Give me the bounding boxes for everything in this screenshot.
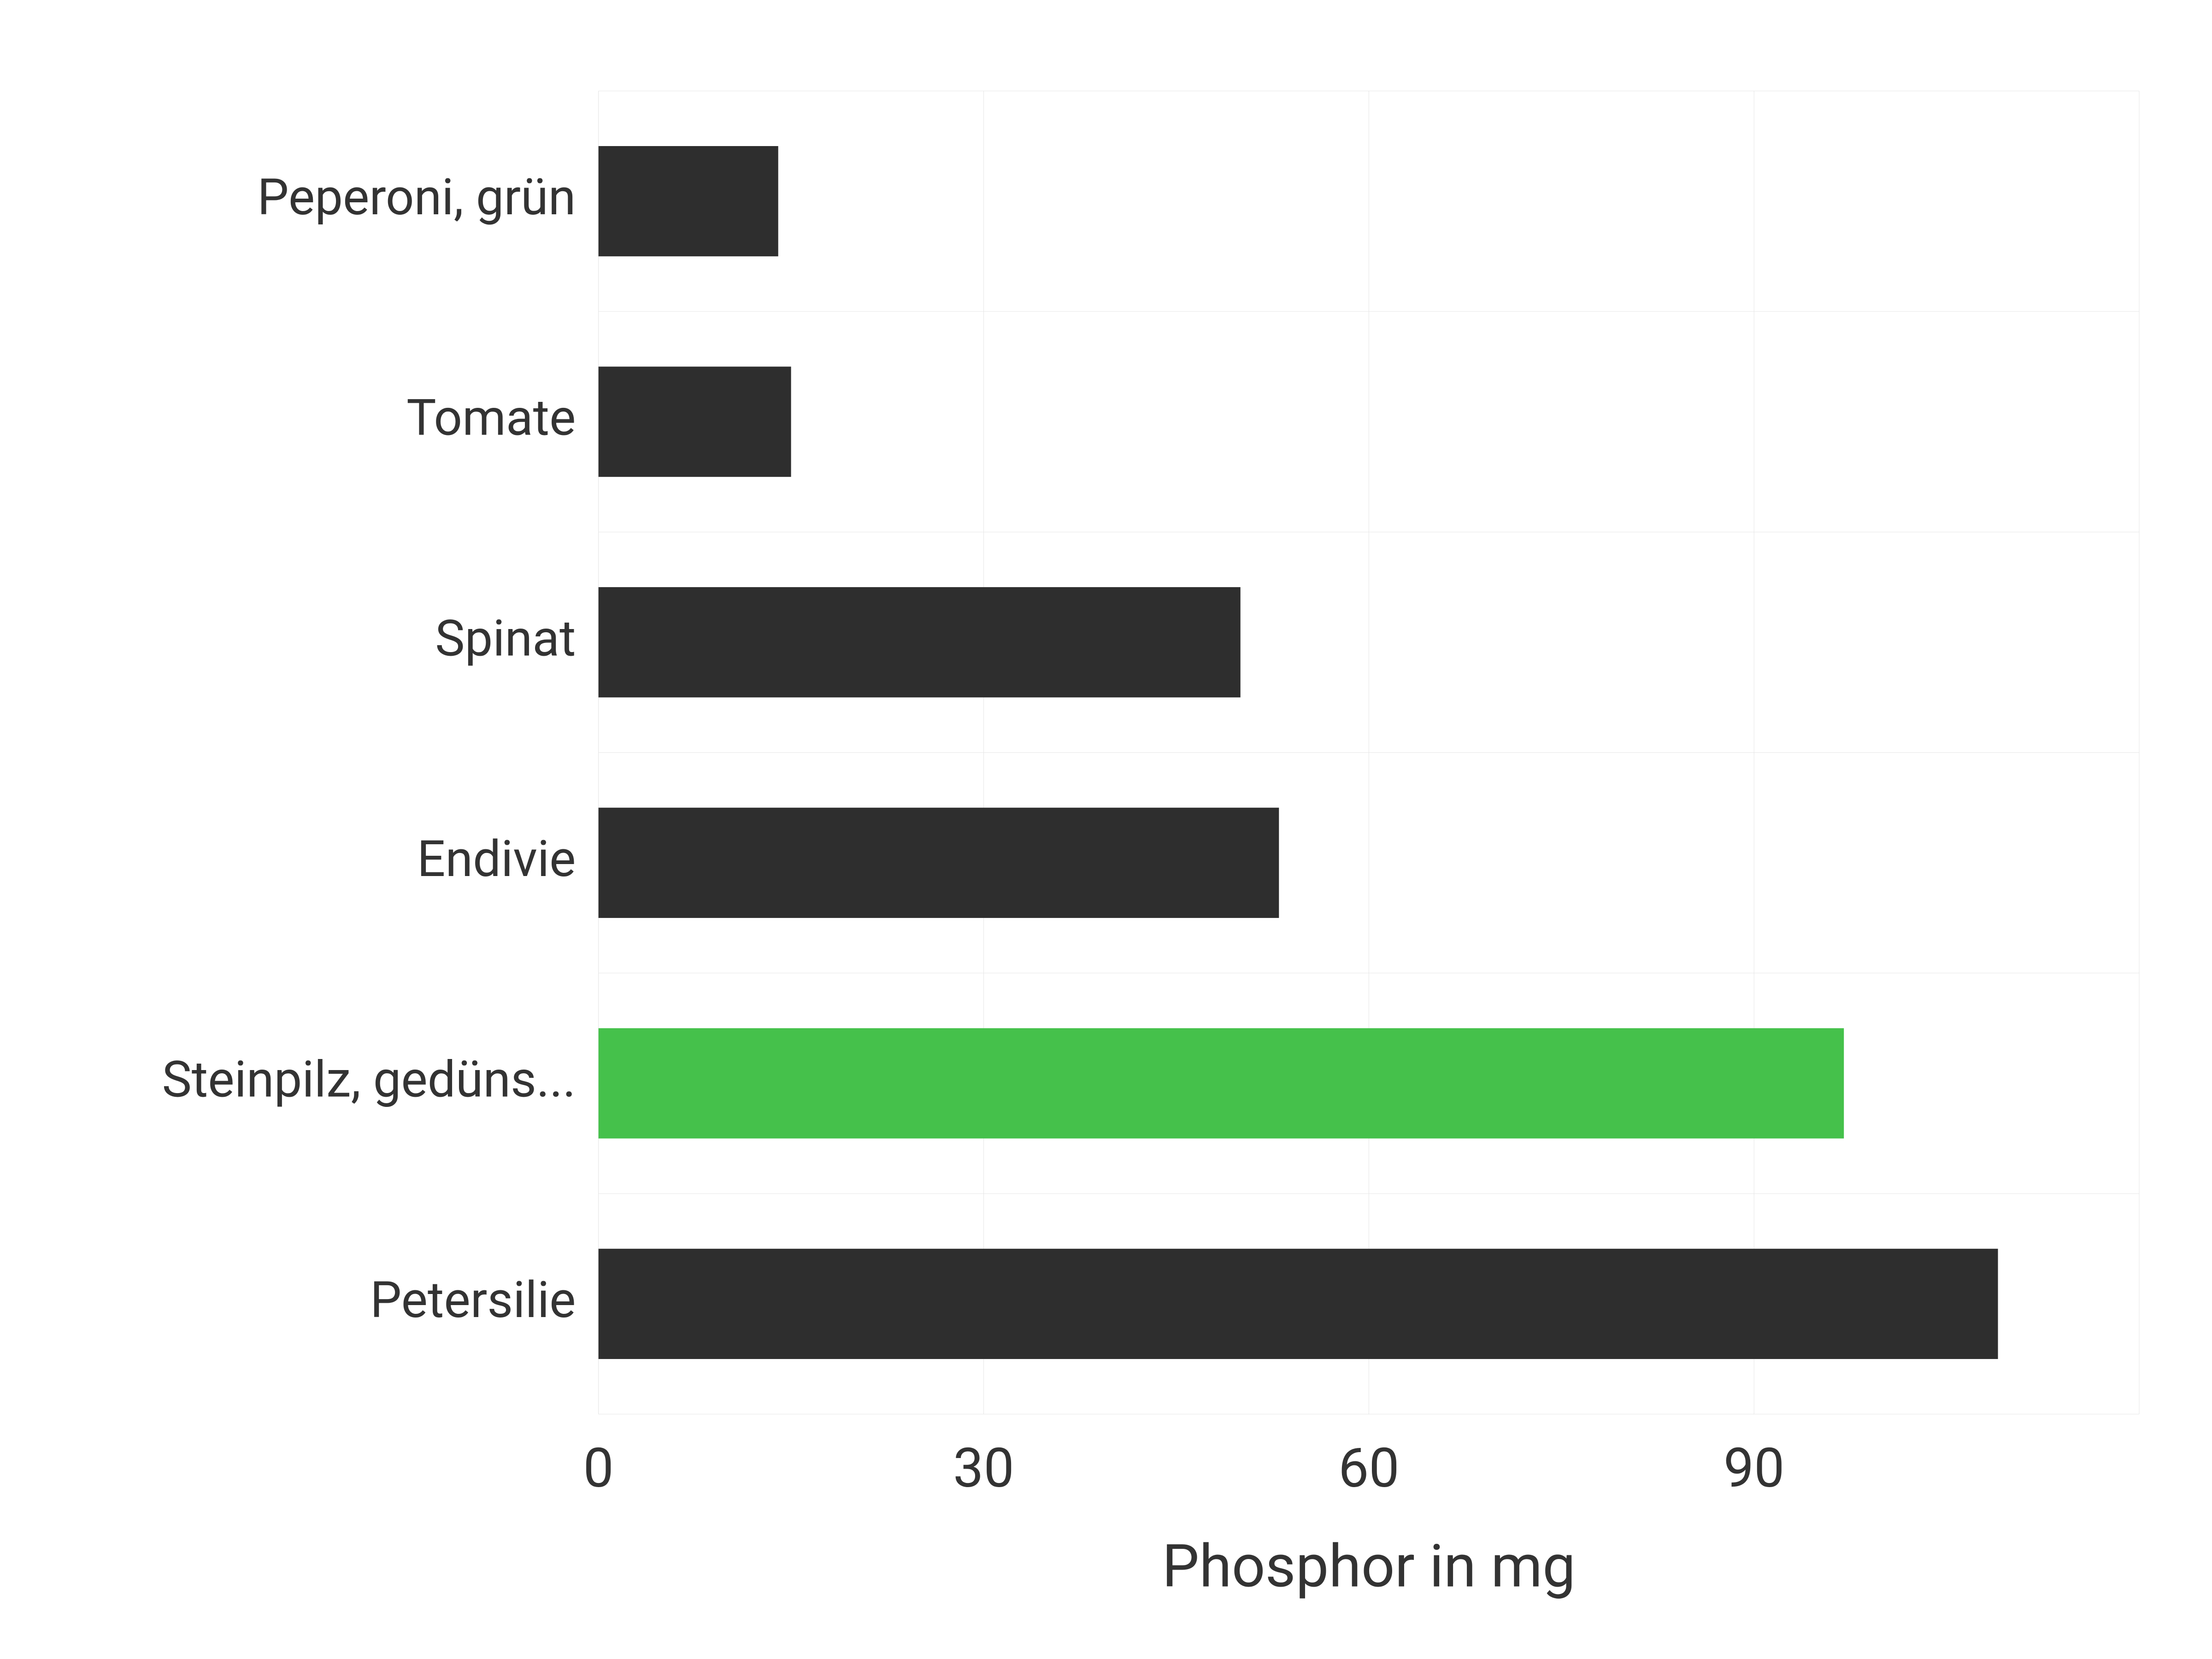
x-tick-label: 30	[953, 1436, 1014, 1500]
category-label: Petersilie	[370, 1271, 576, 1330]
bar	[599, 1249, 1998, 1359]
x-tick-label: 60	[1338, 1436, 1400, 1500]
bar	[599, 587, 1241, 697]
category-label: Tomate	[406, 389, 576, 447]
x-tick-label: 90	[1724, 1436, 1785, 1500]
category-label: Spinat	[435, 610, 576, 668]
x-tick-label: 0	[583, 1436, 614, 1500]
category-label: Endivie	[417, 830, 576, 888]
x-axis-title: Phosphor in mg	[1162, 1532, 1576, 1601]
bar	[599, 146, 778, 256]
category-label: Peperoni, grün	[257, 169, 576, 227]
bar	[599, 367, 791, 477]
bar	[599, 1028, 1844, 1138]
bar	[599, 808, 1279, 918]
chart-container: Peperoni, grün Tomate Spinat Endivie Steinpi…	[0, 0, 2212, 1659]
phosphor-bar-chart: Peperoni, grün Tomate Spinat Endivie Steinpi…	[18, 18, 2194, 1650]
category-label: Steinpilz, gedüns...	[162, 1051, 576, 1109]
